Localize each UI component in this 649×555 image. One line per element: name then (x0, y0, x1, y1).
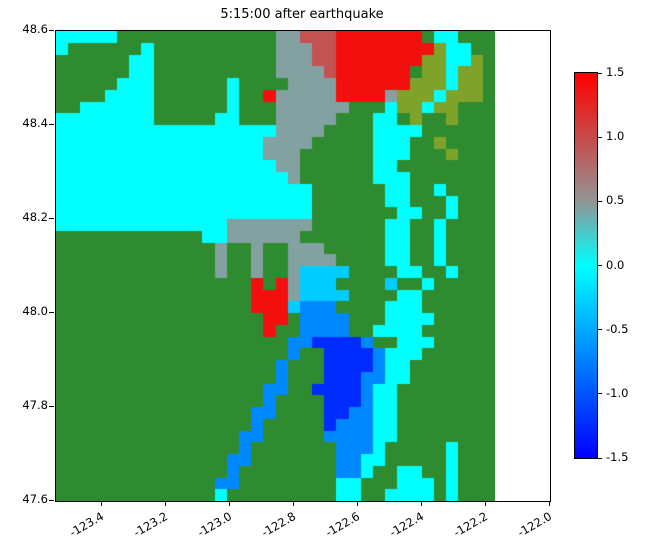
x-tick-label: -123.2 (131, 509, 171, 540)
x-tick-mark (100, 501, 102, 506)
x-tick-label: -122.6 (323, 509, 363, 540)
y-tick-mark (49, 29, 54, 31)
x-tick-label: -122.0 (514, 509, 554, 540)
colorbar-tick-label: 1.0 (606, 129, 625, 144)
y-tick-mark (49, 499, 54, 501)
x-tick-mark (228, 501, 230, 506)
colorbar (574, 72, 598, 459)
colorbar-tick-mark (598, 136, 602, 138)
colorbar-canvas (575, 73, 597, 458)
colorbar-tick-label: 0.0 (606, 257, 625, 272)
x-tick-mark (420, 501, 422, 506)
y-tick-label: 48.6 (22, 22, 48, 36)
colorbar-tick-label: -1.0 (606, 385, 629, 400)
x-tick-mark (548, 501, 550, 506)
x-tick-label: -122.2 (450, 509, 491, 540)
y-tick-label: 48.4 (22, 116, 48, 130)
y-tick-label: 48.0 (22, 304, 48, 318)
y-tick-label: 47.8 (22, 398, 48, 412)
colorbar-tick-mark (598, 200, 602, 202)
x-tick-mark (484, 501, 486, 506)
heatmap-mesh-canvas (56, 31, 495, 501)
y-tick-mark (49, 405, 54, 407)
y-tick-label: 47.6 (22, 492, 48, 506)
colorbar-tick-mark (598, 265, 602, 266)
x-tick-label: -123.4 (67, 509, 107, 540)
x-tick-mark (164, 501, 166, 506)
colorbar-tick-mark (598, 329, 602, 331)
colorbar-tick-label: -0.5 (606, 321, 629, 336)
x-tick-mark (356, 501, 358, 506)
colorbar-tick-label: 0.5 (606, 193, 625, 208)
y-tick-mark (49, 217, 54, 219)
plot-title: 5:15:00 after earthquake (220, 7, 384, 22)
x-tick-mark (292, 501, 294, 506)
x-tick-label: -122.8 (259, 509, 299, 540)
plot-axes (55, 30, 551, 502)
colorbar-tick-label: -1.5 (606, 450, 629, 464)
colorbar-tick-mark (598, 72, 602, 74)
x-tick-label: -123.0 (195, 509, 235, 540)
x-tick-label: -122.4 (386, 509, 427, 540)
y-tick-label: 48.2 (22, 210, 48, 224)
y-tick-mark (49, 311, 54, 313)
y-tick-mark (49, 123, 54, 125)
colorbar-tick-mark (598, 457, 602, 459)
colorbar-tick-label: 1.5 (606, 65, 625, 79)
colorbar-tick-mark (598, 393, 602, 395)
